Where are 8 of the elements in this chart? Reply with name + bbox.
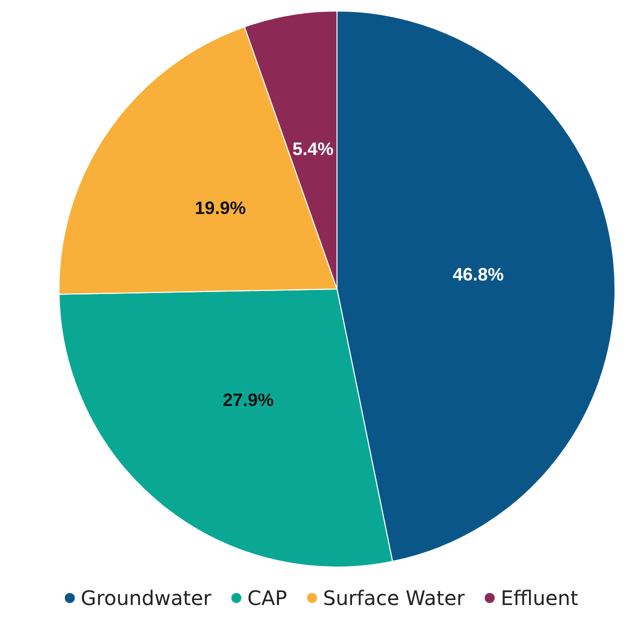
legend-label: Surface Water (323, 586, 466, 610)
legend-label: Effluent (500, 586, 578, 610)
data-label: 27.9% (222, 390, 274, 410)
data-label: 5.4% (292, 139, 334, 160)
legend-label: Groundwater (80, 586, 212, 610)
data-label: 46.8% (452, 264, 504, 285)
data-label: 19.9% (194, 198, 246, 218)
legend-label: CAP (247, 586, 288, 610)
